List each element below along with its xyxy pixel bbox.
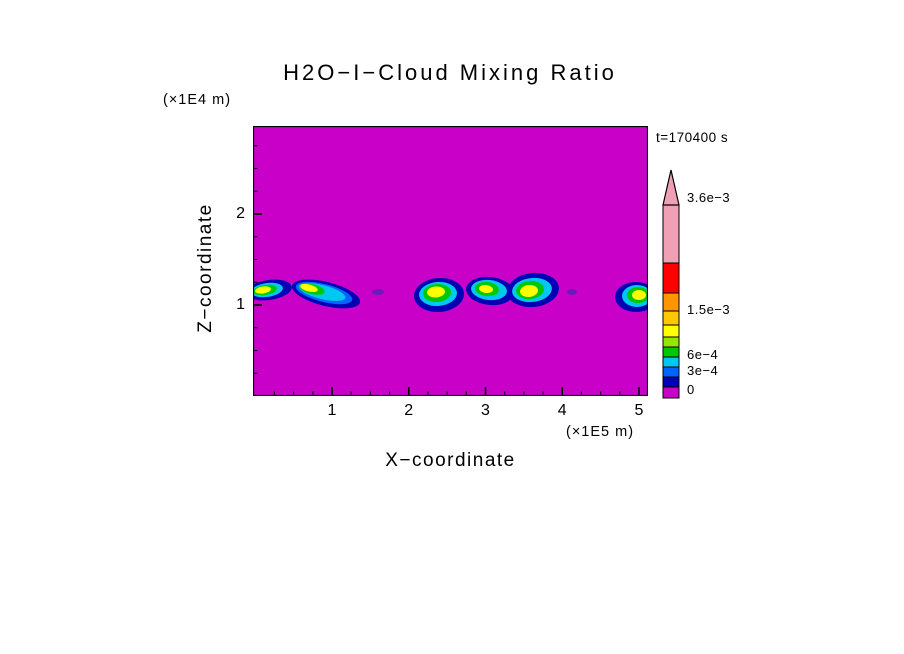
cloud-contour	[427, 286, 445, 298]
colorbar-tick-label: 1.5e−3	[687, 302, 731, 317]
colorbar-segment	[662, 386, 680, 399]
x-tick-label: 2	[404, 402, 414, 419]
colorbar-segment	[662, 262, 680, 294]
cloud-contour	[520, 284, 538, 298]
y-axis-units: (×1E4 m)	[163, 92, 232, 108]
x-axis-title: X−coordinate	[385, 450, 516, 471]
colorbar-segment	[662, 310, 680, 326]
chart-title: H2O−I−Cloud Mixing Ratio	[283, 60, 617, 85]
cloud-contour	[372, 289, 384, 295]
colorbar-segment	[662, 204, 680, 264]
plot-background	[253, 126, 648, 396]
colorbar-segment	[662, 366, 680, 378]
colorbar-tick-label: 6e−4	[687, 347, 719, 362]
x-tick-label: 3	[481, 402, 490, 419]
timestamp-label: t=170400 s	[656, 130, 729, 145]
cloud-contour	[479, 284, 493, 294]
colorbar-tick-label: 0	[687, 382, 695, 397]
x-tick-label: 1	[327, 402, 337, 419]
colorbar-segment	[662, 292, 680, 312]
x-tick-label: 4	[557, 402, 567, 419]
cloud-contour	[255, 286, 271, 294]
cloud-contour	[300, 283, 318, 293]
colorbar-arrow	[662, 169, 680, 206]
x-tick-label: 5	[634, 402, 644, 419]
colorbar-segment	[662, 356, 680, 368]
y-tick-label: 1	[236, 296, 245, 313]
colorbar-segment	[662, 324, 680, 338]
colorbar-tick-label: 3.6e−3	[687, 190, 731, 205]
plot-canvas	[253, 126, 648, 396]
colorbar-segment	[662, 346, 680, 358]
cloud-layer	[253, 272, 648, 313]
colorbar-tick-label: 3e−4	[687, 363, 719, 378]
y-tick-label: 2	[236, 205, 245, 222]
colorbar	[662, 169, 680, 399]
colorbar-segment	[662, 376, 680, 388]
y-axis-title: Z−coordinate	[195, 203, 216, 333]
cloud-contour	[632, 290, 646, 300]
x-axis-units: (×1E5 m)	[566, 424, 635, 440]
colorbar-segment	[662, 336, 680, 348]
cloud-contour	[567, 289, 577, 295]
